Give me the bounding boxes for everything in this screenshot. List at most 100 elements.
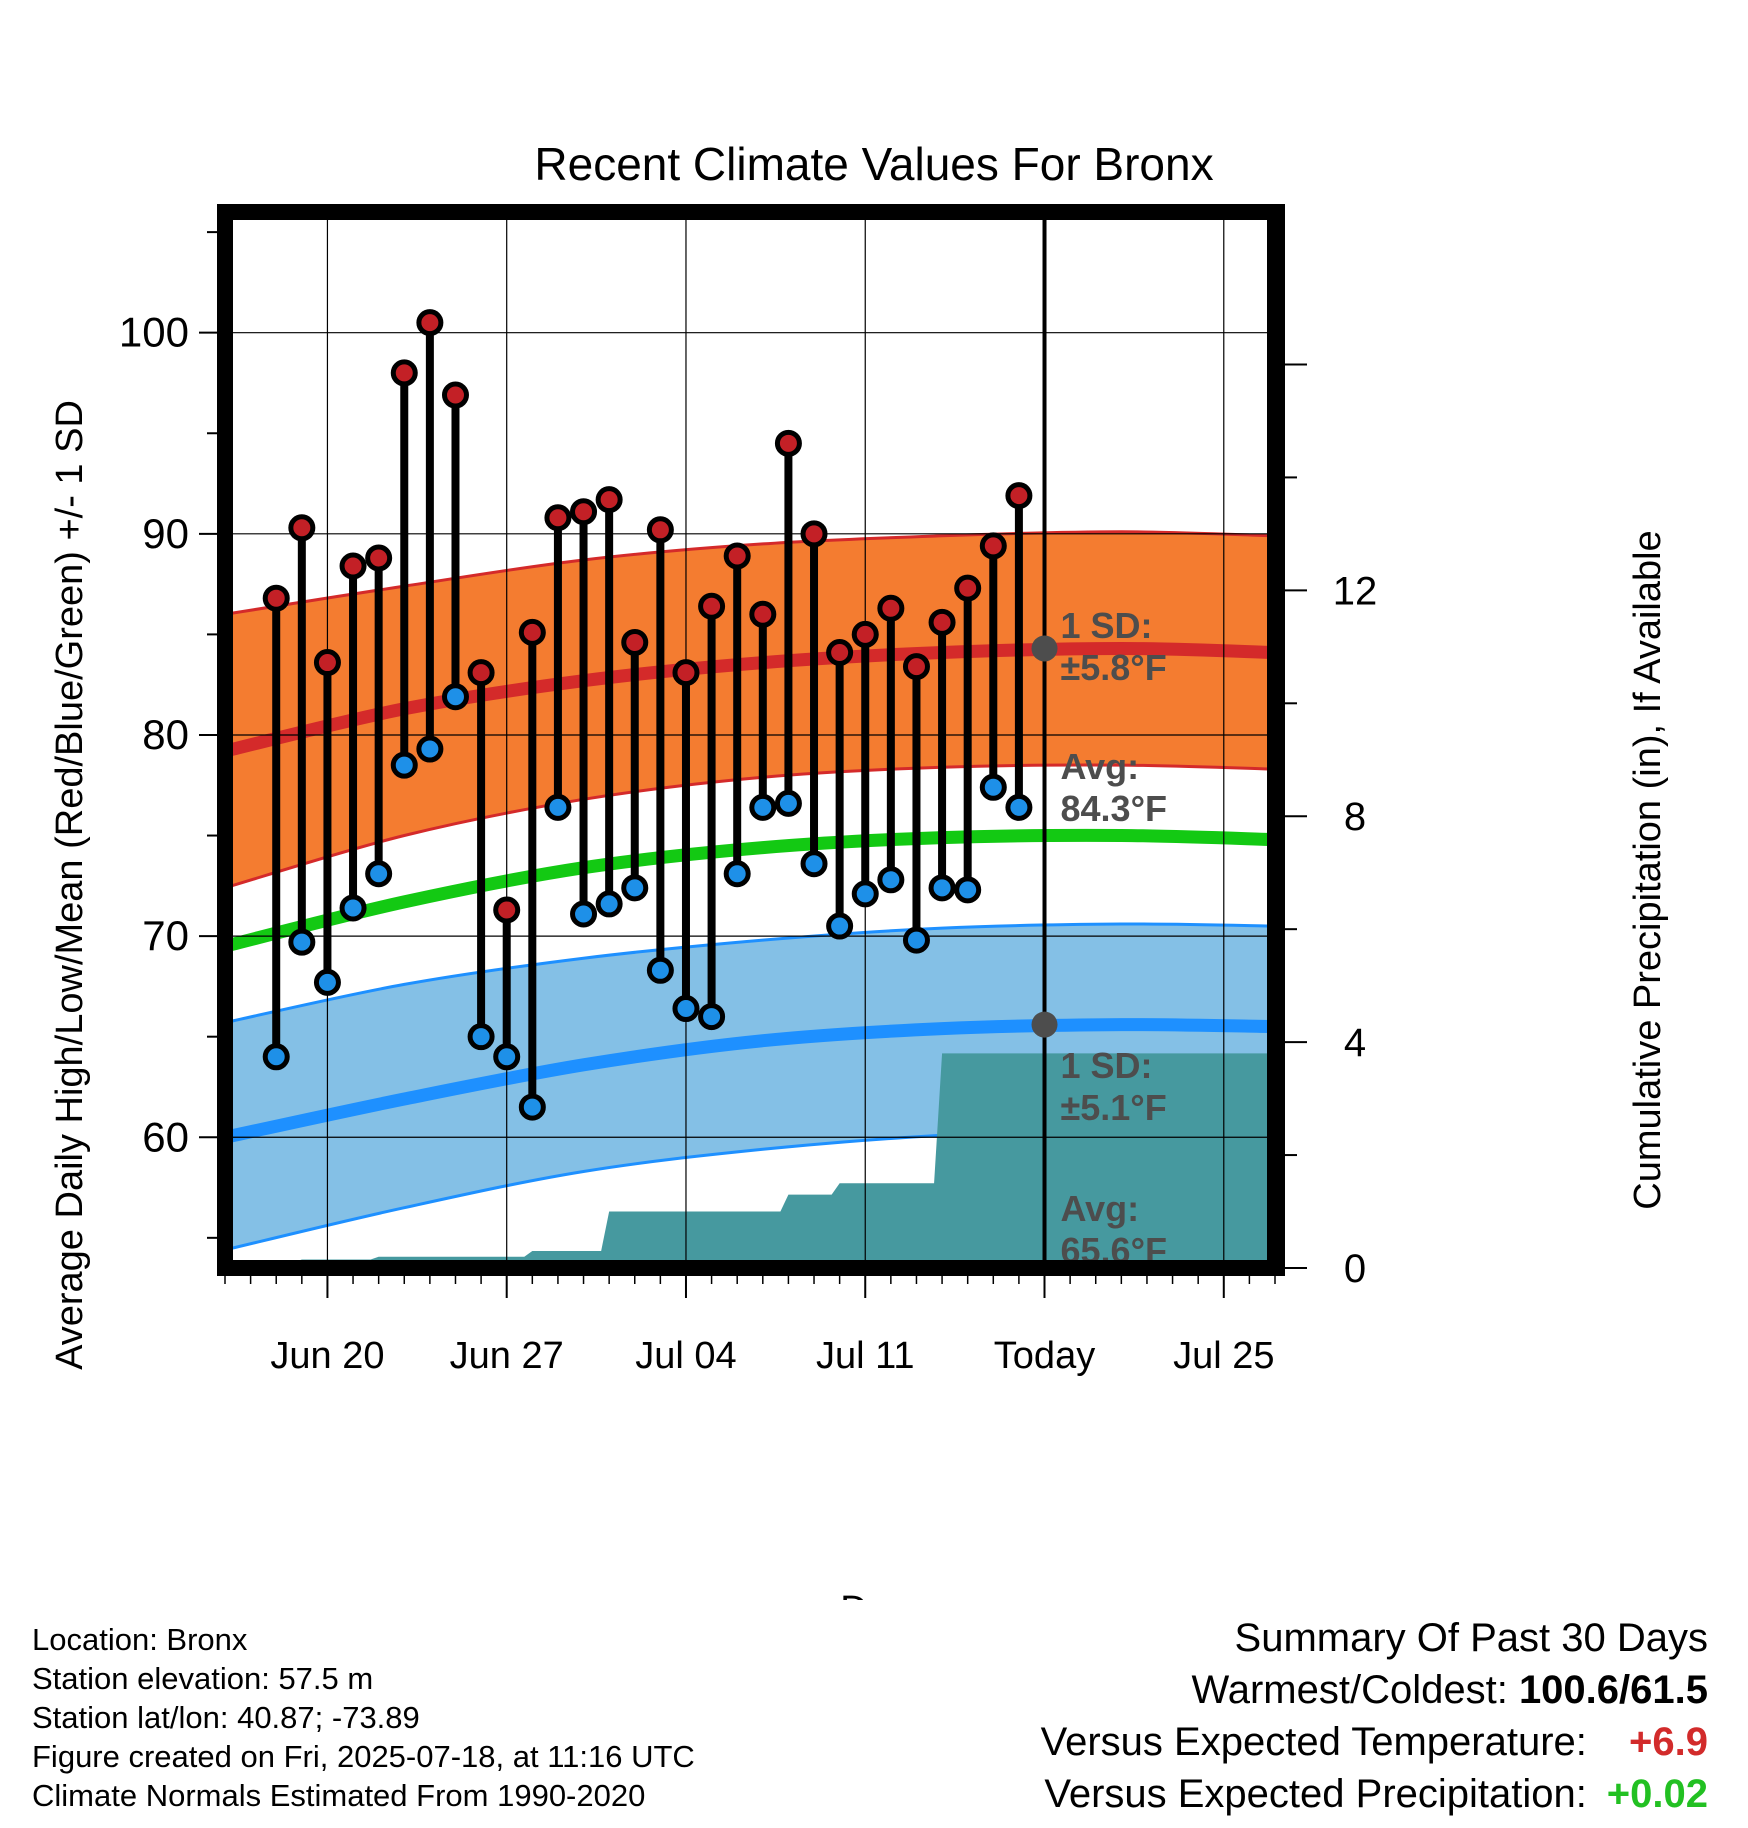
- daily-high-point: [570, 498, 598, 526]
- y-tick-label: 80: [142, 711, 189, 758]
- x-axis-label: Day: [840, 1589, 908, 1600]
- daily-low-point: [390, 751, 418, 779]
- today-low-normal-marker: [1031, 1011, 1058, 1038]
- daily-low-point: [313, 968, 341, 996]
- daily-low-point: [800, 850, 828, 878]
- daily-low-point: [621, 874, 649, 902]
- location-text: Location: Bronx: [32, 1622, 248, 1657]
- low-sd-band: [225, 923, 1275, 1250]
- daily-low-point: [595, 890, 623, 918]
- elevation-text: Station elevation: 57.5 m: [32, 1661, 374, 1696]
- low-sd-band-upper-edge: [225, 922, 1275, 1025]
- daily-high-point: [851, 620, 879, 648]
- x-tick-label: Jul 04: [635, 1335, 736, 1377]
- daily-high-point: [672, 659, 700, 687]
- normals-text: Climate Normals Estimated From 1990-2020: [32, 1778, 646, 1813]
- daily-low-point: [416, 735, 444, 763]
- y-axis-label: Average Daily High/Low/Mean (Red/Blue/Gr…: [49, 400, 91, 1370]
- high-sd-annotation: ±5.8°F: [1061, 647, 1167, 688]
- y2-tick-label: 8: [1344, 795, 1366, 839]
- warmest-coldest-value: 100.6/61.5: [1518, 1668, 1708, 1712]
- y2-tick-label: 4: [1344, 1021, 1366, 1065]
- daily-low-point: [646, 956, 674, 984]
- y-tick-label: 100: [119, 309, 189, 356]
- daily-low-point: [1005, 793, 1033, 821]
- y-tick-label: 60: [142, 1113, 189, 1160]
- precip-anomaly-row: Versus Expected Precipitation: +0.02: [1041, 1768, 1708, 1820]
- daily-low-point: [441, 683, 469, 711]
- y-tick-label: 90: [142, 510, 189, 557]
- daily-low-point: [954, 876, 982, 904]
- daily-low-point: [877, 866, 905, 894]
- x-tick-label: Today: [994, 1335, 1095, 1377]
- plot-frame: [217, 204, 1283, 1276]
- daily-high-point: [262, 584, 290, 612]
- daily-high-point: [441, 381, 469, 409]
- x-tick-label: Jun 20: [270, 1335, 384, 1377]
- latlon-text: Station lat/lon: 40.87; -73.89: [32, 1700, 420, 1735]
- low-sd-annotation: ±5.1°F: [1061, 1087, 1167, 1128]
- temp-anomaly-row: Versus Expected Temperature: +6.9: [1041, 1716, 1708, 1768]
- y2-tick-label: 12: [1333, 569, 1378, 613]
- daily-low-point: [774, 789, 802, 817]
- daily-high-point: [902, 653, 930, 681]
- daily-high-point: [288, 514, 316, 542]
- low-normal-line: [225, 1018, 1275, 1144]
- daily-low-point: [979, 773, 1007, 801]
- daily-low-point: [672, 995, 700, 1023]
- daily-high-point: [416, 309, 444, 337]
- warmest-coldest-label: Warmest/Coldest:: [1191, 1668, 1508, 1712]
- daily-low-point: [518, 1093, 546, 1121]
- days-annotation: Days: [1061, 1409, 1147, 1450]
- daily-low-point: [826, 912, 854, 940]
- created-text: Figure created on Fri, 2025-07-18, at 11…: [32, 1739, 695, 1774]
- daily-low-point: [749, 793, 777, 821]
- daily-high-point: [954, 574, 982, 602]
- mean-normal-line: [225, 828, 1275, 953]
- daily-low-point: [851, 880, 879, 908]
- precip-area: [225, 1053, 1275, 1268]
- daily-high-point: [646, 516, 674, 544]
- high-sd-annotation: 1 SD:: [1061, 605, 1153, 646]
- daily-high-point: [544, 504, 572, 532]
- daily-low-point: [365, 860, 393, 888]
- today-high-normal-marker: [1031, 635, 1058, 662]
- daily-high-point: [390, 359, 418, 387]
- y2-tick-label: 0: [1344, 1247, 1366, 1291]
- high-sd-band: [225, 531, 1275, 888]
- daily-high-point: [339, 552, 367, 580]
- warmest-coldest-row: Warmest/Coldest: 100.6/61.5: [1041, 1664, 1708, 1716]
- daily-high-point: [1005, 482, 1033, 510]
- daily-high-point: [595, 486, 623, 514]
- summary-title: Summary Of Past 30 Days: [1234, 1616, 1708, 1660]
- daily-low-point: [723, 860, 751, 888]
- daily-low-point: [928, 874, 956, 902]
- low-avg-annotation: Avg:: [1061, 1188, 1140, 1229]
- high-avg-annotation: Avg:: [1061, 746, 1140, 787]
- daily-low-point: [288, 928, 316, 956]
- daily-high-point: [313, 649, 341, 677]
- daily-high-point: [518, 618, 546, 646]
- daily-high-point: [365, 544, 393, 572]
- daily-low-point: [570, 900, 598, 928]
- daily-low-point: [544, 793, 572, 821]
- daily-high-point: [928, 608, 956, 636]
- daily-high-point: [493, 896, 521, 924]
- daily-low-point: [902, 926, 930, 954]
- x-tick-label: Jun 27: [450, 1335, 564, 1377]
- high-avg-annotation: 84.3°F: [1061, 788, 1167, 829]
- daily-high-point: [826, 639, 854, 667]
- daily-low-point: [467, 1023, 495, 1051]
- daily-low-point: [698, 1003, 726, 1031]
- daily-high-point: [467, 659, 495, 687]
- daily-high-point: [800, 520, 828, 548]
- y-tick-label: 70: [142, 912, 189, 959]
- x-tick-label: Jul 11: [816, 1335, 915, 1377]
- daily-high-point: [979, 532, 1007, 560]
- summary-panel: Summary Of Past 30 Days Warmest/Coldest:…: [1041, 1612, 1708, 1820]
- temp-anomaly-label: Versus Expected Temperature:: [1040, 1720, 1587, 1764]
- daily-high-point: [749, 600, 777, 628]
- daily-high-point: [774, 429, 802, 457]
- temp-anomaly-value: +6.9: [1629, 1720, 1708, 1764]
